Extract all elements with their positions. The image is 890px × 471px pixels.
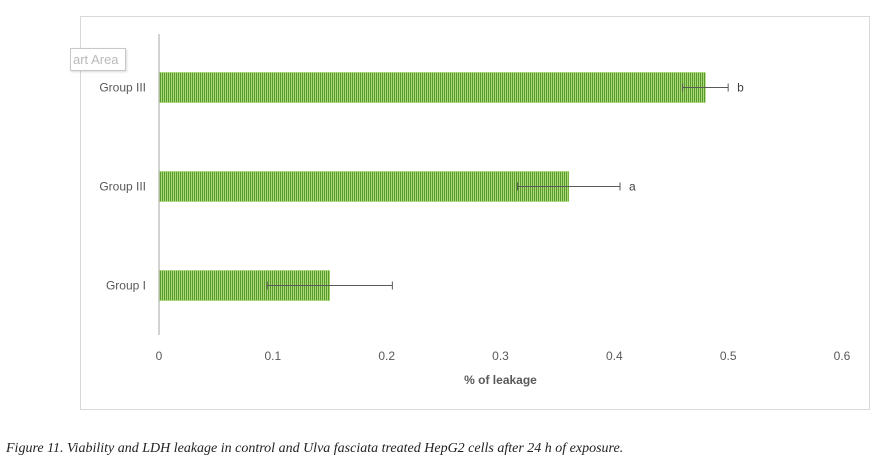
x-tick-label-1: 0.1 — [264, 349, 281, 363]
chart-area[interactable] — [80, 16, 870, 410]
category-label-3: Group I — [106, 279, 146, 293]
significance-label-2: a — [629, 180, 636, 194]
x-tick-label-6: 0.6 — [834, 349, 851, 363]
x-tick-label-0: 0 — [156, 349, 163, 363]
x-axis-title: % of leakage — [464, 373, 537, 387]
significance-label-1: b — [737, 81, 744, 95]
chart-area-tooltip: art Area — [70, 48, 126, 71]
bar-2[interactable] — [158, 171, 570, 202]
error-bar-2 — [517, 182, 621, 191]
category-label-2: Group III — [99, 180, 146, 194]
x-tick-label-4: 0.4 — [606, 349, 623, 363]
x-tick-label-5: 0.5 — [720, 349, 737, 363]
figure-caption: Figure 11. Viability and LDH leakage in … — [6, 441, 624, 456]
x-tick-label-2: 0.2 — [378, 349, 395, 363]
category-label-1: Group III — [99, 81, 146, 95]
error-bar-1 — [682, 83, 729, 92]
bar-1[interactable] — [158, 72, 706, 103]
x-tick-label-3: 0.3 — [492, 349, 509, 363]
error-bar-3 — [266, 281, 393, 290]
